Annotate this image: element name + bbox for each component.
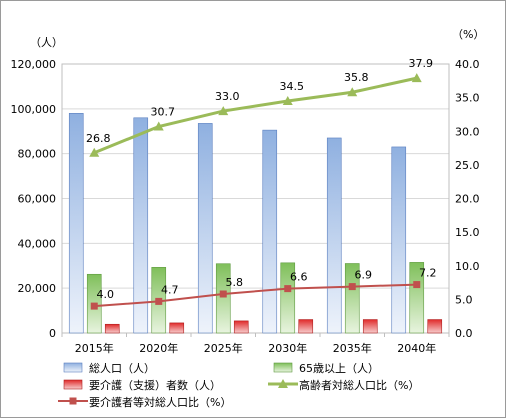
- bar: [427, 319, 443, 334]
- x-tick-label: 2040年: [397, 341, 436, 355]
- x-tick-label: 2015年: [75, 341, 114, 355]
- axes: 0 20,000 40,000 60,000 80,000 100,000 120,000 0…: [11, 28, 485, 355]
- legend-swatch: [273, 362, 293, 373]
- y-left-tick-label: 40,000: [18, 237, 57, 250]
- series-line: [94, 283, 417, 308]
- bar-series: [68, 113, 443, 334]
- data-label: 35.8: [344, 71, 369, 84]
- line-point: [90, 302, 98, 310]
- x-tick-label: 2025年: [204, 341, 243, 355]
- line-point: [411, 73, 422, 83]
- bar: [298, 319, 314, 334]
- y-right-tick-label: 25.0: [455, 159, 480, 172]
- y-left-tick-label: 120,000: [11, 58, 57, 71]
- x-tick-label: 2020年: [139, 341, 178, 355]
- legend-swatch: [63, 379, 83, 390]
- bar: [104, 323, 120, 334]
- y-left-tick-label: 60,000: [18, 193, 57, 206]
- bar: [344, 263, 360, 334]
- line-point: [347, 87, 358, 97]
- legend-swatch: [63, 362, 83, 373]
- data-label: 34.5: [280, 80, 305, 93]
- legend-label: 高齢者対総人口比（%）: [299, 378, 419, 392]
- bar: [68, 113, 84, 334]
- line-point: [153, 121, 164, 131]
- y-right-tick-label: 20.0: [455, 193, 480, 206]
- line-point: [155, 297, 163, 305]
- legend-marker: [69, 397, 77, 405]
- y-right-tick-label: 5.0: [455, 293, 473, 306]
- bar: [262, 129, 278, 334]
- y-left-tick-label: 20,000: [18, 282, 57, 295]
- y-left-unit-label: （人）: [30, 36, 63, 49]
- y-right-tick-label: 40.0: [455, 58, 480, 71]
- y-right-unit-label: （%）: [452, 28, 484, 41]
- y-right-tick-label: 0.0: [455, 327, 473, 340]
- y-left-tick-label: 80,000: [18, 148, 57, 161]
- bar: [215, 263, 231, 334]
- bar: [197, 123, 213, 334]
- line-point: [282, 95, 293, 105]
- data-label: 4.7: [161, 283, 179, 296]
- series-line: [93, 76, 418, 155]
- legend-label: 65歳以上（人）: [299, 362, 379, 375]
- line-series: [89, 73, 422, 310]
- data-label: 7.2: [419, 267, 437, 280]
- bar: [233, 320, 249, 334]
- bar: [280, 262, 296, 334]
- data-labels: 26.8 30.7 33.0 34.5 35.8 37.9 4.0 4.7 5.8 6.6 6.9 7…: [86, 57, 437, 301]
- line-point: [284, 285, 292, 293]
- y-right-tick-label: 35.0: [455, 92, 480, 105]
- bar: [391, 146, 407, 334]
- legend-marker: [278, 379, 288, 388]
- data-label: 5.8: [226, 276, 244, 289]
- bar: [326, 137, 342, 334]
- y-left-tick-label: 100,000: [11, 103, 57, 116]
- bar: [409, 262, 425, 334]
- data-label: 26.8: [86, 132, 111, 145]
- bar: [133, 117, 149, 334]
- bar: [362, 319, 378, 334]
- line-point: [89, 147, 100, 157]
- line-point: [413, 281, 421, 289]
- legend-label: 要介護（支援）者数（人）: [89, 378, 221, 392]
- x-tick-label: 2030年: [268, 341, 307, 355]
- y-right-tick-label: 10.0: [455, 260, 480, 273]
- x-tick-label: 2035年: [333, 341, 372, 355]
- legend: 総人口（人） 65歳以上（人） 要介護（支援）者数（人） 高齢者対総人口比（%） 要介護…: [58, 361, 419, 409]
- line-point: [218, 106, 229, 116]
- line-point: [348, 283, 356, 291]
- y-right-tick-label: 30.0: [455, 125, 480, 138]
- data-label: 37.9: [409, 57, 434, 70]
- data-label: 33.0: [215, 90, 240, 103]
- data-label: 30.7: [151, 106, 176, 119]
- y-right-tick-label: 15.0: [455, 226, 480, 239]
- line-point: [219, 290, 227, 298]
- data-label: 6.9: [355, 269, 373, 282]
- bar: [169, 322, 185, 334]
- gridlines: [62, 63, 449, 334]
- legend-label: 要介護者等対総人口比（%）: [89, 395, 231, 409]
- data-label: 4.0: [97, 288, 115, 301]
- y-left-tick-label: 0: [49, 327, 56, 340]
- legend-label: 総人口（人）: [89, 361, 155, 375]
- data-label: 6.6: [290, 271, 308, 284]
